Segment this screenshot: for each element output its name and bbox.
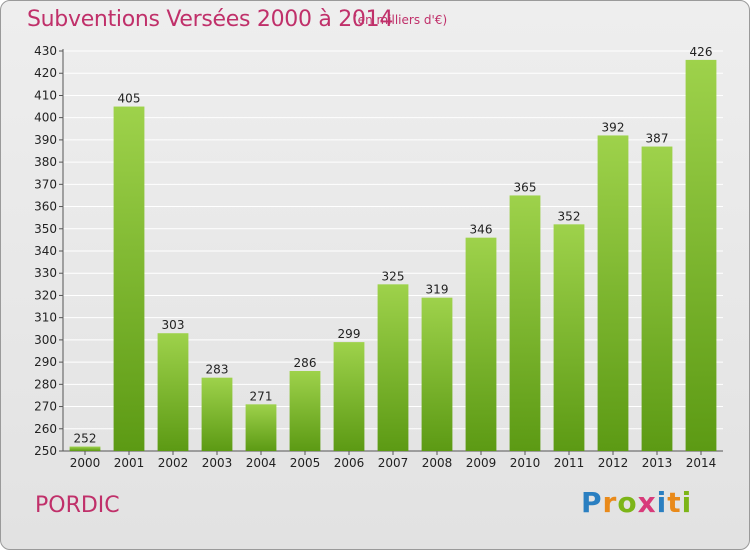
x-tick-label: 2005 (290, 456, 321, 470)
chart-title: Subventions Versées 2000 à 2014 (27, 7, 394, 32)
y-tick-label: 370 (34, 177, 57, 191)
x-tick-label: 2007 (378, 456, 409, 470)
bar (509, 195, 541, 451)
y-tick-label: 250 (34, 444, 57, 458)
data-label: 271 (250, 389, 273, 403)
bar (201, 377, 233, 451)
y-tick-label: 410 (34, 88, 57, 102)
y-tick-label: 420 (34, 66, 57, 80)
data-label: 387 (646, 132, 669, 146)
y-tick-label: 330 (34, 266, 57, 280)
data-label: 319 (426, 283, 449, 297)
data-label: 252 (74, 432, 97, 446)
logo-letter: P (581, 486, 603, 519)
bar (245, 404, 277, 451)
y-tick-label: 270 (34, 400, 57, 414)
x-tick-label: 2001 (114, 456, 145, 470)
logo-letter: i (681, 486, 693, 519)
logo-letter: o (617, 486, 638, 519)
x-tick-label: 2000 (70, 456, 101, 470)
y-tick-label: 300 (34, 333, 57, 347)
place-name: PORDIC (35, 493, 120, 518)
x-tick-label: 2012 (598, 456, 629, 470)
data-label: 365 (514, 180, 537, 194)
x-tick-label: 2009 (466, 456, 497, 470)
x-tick-label: 2011 (554, 456, 585, 470)
y-tick-label: 340 (34, 244, 57, 258)
logo-letter: i (656, 486, 668, 519)
y-tick-label: 290 (34, 355, 57, 369)
bar (597, 135, 629, 451)
bar (69, 446, 101, 451)
bar (421, 297, 453, 451)
data-label: 392 (602, 120, 625, 134)
chart-subtitle: (en milliers d'€) (353, 13, 448, 27)
bar (157, 333, 189, 451)
x-tick-label: 2006 (334, 456, 365, 470)
x-tick-label: 2003 (202, 456, 233, 470)
y-tick-label: 380 (34, 155, 57, 169)
data-label: 283 (206, 363, 229, 377)
y-tick-label: 280 (34, 377, 57, 391)
x-tick-label: 2002 (158, 456, 189, 470)
data-label: 325 (382, 269, 405, 283)
y-tick-label: 260 (34, 422, 57, 436)
bar (685, 59, 717, 452)
y-tick-label: 360 (34, 200, 57, 214)
data-label: 303 (162, 318, 185, 332)
y-tick-label: 430 (34, 44, 57, 58)
x-tick-label: 2013 (642, 456, 673, 470)
bar (289, 371, 321, 451)
y-tick-label: 400 (34, 111, 57, 125)
x-tick-label: 2008 (422, 456, 453, 470)
bar (553, 224, 585, 451)
data-label: 426 (690, 45, 713, 59)
data-label: 299 (338, 327, 361, 341)
logo-letter: x (637, 486, 657, 519)
y-tick-label: 310 (34, 311, 57, 325)
logo-letter: r (602, 486, 618, 519)
proxiti-logo: Proxiti (581, 486, 692, 519)
x-tick-label: 2014 (686, 456, 717, 470)
logo-letter: t (667, 486, 682, 519)
data-label: 352 (558, 209, 581, 223)
bar (113, 106, 145, 452)
bar (377, 284, 409, 451)
data-label: 346 (470, 223, 493, 237)
y-tick-label: 390 (34, 133, 57, 147)
bar (641, 146, 673, 452)
bar (465, 237, 497, 451)
data-label: 405 (118, 92, 141, 106)
data-label: 286 (294, 356, 317, 370)
x-tick-label: 2004 (246, 456, 277, 470)
y-tick-label: 350 (34, 222, 57, 236)
y-tick-label: 320 (34, 288, 57, 302)
bar (333, 342, 365, 451)
x-tick-label: 2010 (510, 456, 541, 470)
